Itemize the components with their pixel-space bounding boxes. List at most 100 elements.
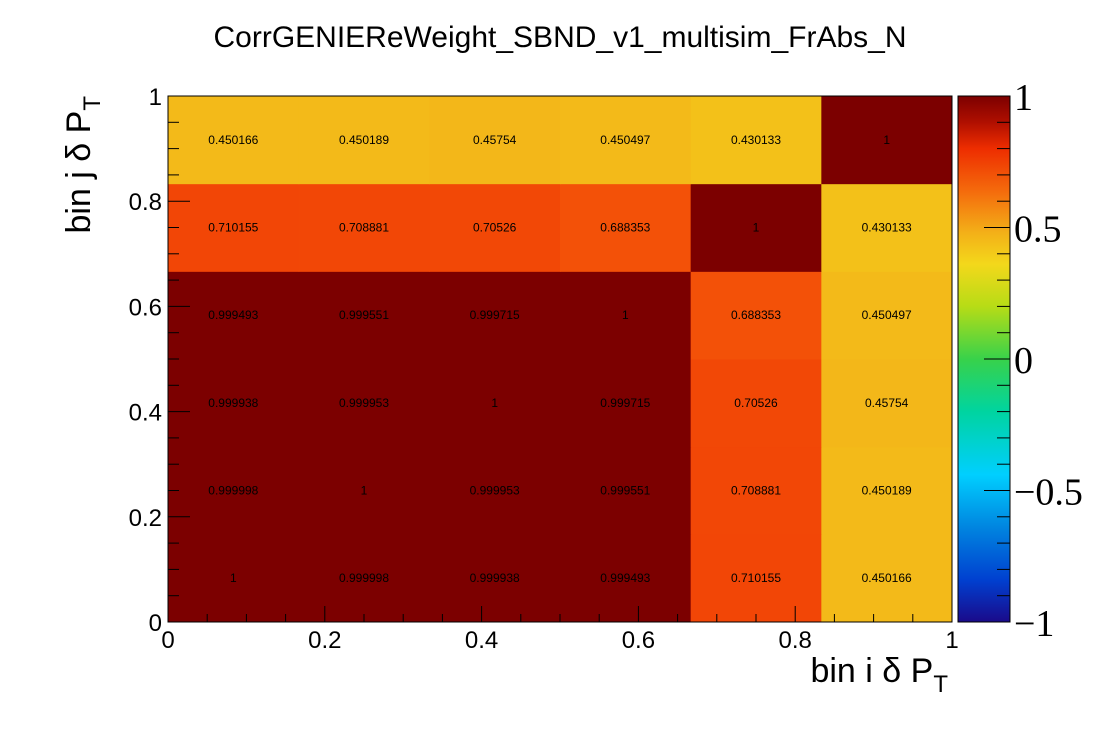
heatmap-cell [690, 359, 822, 448]
cell-value-label: 0.450189 [339, 133, 389, 147]
heatmap-cell [690, 271, 822, 360]
y-axis-tick-label: 0.8 [129, 189, 162, 216]
x-axis-tick-label: 0.6 [622, 627, 655, 654]
cell-value-label: 1 [622, 308, 629, 322]
heatmap-cell [821, 359, 953, 448]
x-axis-tick-label: 0.2 [308, 627, 341, 654]
heatmap-cell [298, 359, 430, 448]
color-bar-tick-label: 0.5 [1014, 209, 1062, 251]
cell-value-label: 0.708881 [339, 221, 389, 235]
x-axis-label: bin i δ PT [810, 652, 948, 698]
heatmap-cell [821, 183, 953, 272]
heatmap-cell [168, 534, 300, 623]
color-bar-axis: 1 0.5 0 −0.5 −1 [984, 77, 1083, 645]
cell-value-label: 0.999493 [208, 308, 258, 322]
color-bar-tick-label: −0.5 [1014, 472, 1083, 514]
heatmap-cell [168, 271, 300, 360]
heatmap-cell [821, 534, 953, 623]
cell-value-label: 0.70526 [473, 221, 517, 235]
heatmap-cell [560, 359, 692, 448]
y-axis-tick-label: 0.4 [129, 400, 162, 427]
heatmap-cell [560, 183, 692, 272]
heatmap-cells [168, 96, 953, 623]
cell-value-label: 0.999953 [470, 484, 520, 498]
cell-value-label: 1 [883, 133, 890, 147]
cell-value-label: 0.999715 [470, 308, 520, 322]
heatmap-cell-labels: 1 0.999998 0.999938 0.999493 0.710155 0.45016… [208, 133, 912, 585]
cell-value-label: 0.710155 [208, 221, 258, 235]
cell-value-label: 0.430133 [731, 133, 781, 147]
cell-value-label: 0.45754 [865, 396, 909, 410]
cell-value-label: 0.450189 [862, 484, 912, 498]
heatmap-cell [298, 446, 430, 535]
cell-value-label: 0.450497 [862, 308, 912, 322]
y-axis-tick-label: 1 [149, 84, 162, 111]
y-axis-label: bin j δ PT [60, 96, 106, 234]
color-bar-tick-label: 0 [1014, 340, 1033, 382]
cell-value-label: 0.999938 [208, 396, 258, 410]
heatmap-cell [429, 359, 561, 448]
heatmap-cell [690, 183, 822, 272]
cell-value-label: 1 [491, 396, 498, 410]
color-bar-tick-label: −1 [1014, 603, 1054, 645]
cell-value-label: 0.70526 [734, 396, 778, 410]
cell-value-label: 0.45754 [473, 133, 517, 147]
cell-value-label: 0.430133 [862, 221, 912, 235]
cell-value-label: 0.999953 [339, 396, 389, 410]
cell-value-label: 0.710155 [731, 571, 781, 585]
heatmap-cell [821, 446, 953, 535]
heatmap-cell [429, 183, 561, 272]
cell-value-label: 0.999715 [600, 396, 650, 410]
x-axis-label-subscript: T [933, 671, 948, 698]
heatmap-cell [690, 96, 822, 185]
x-axis-label-main: bin i δ P [810, 652, 933, 690]
heatmap-cell [429, 271, 561, 360]
heatmap-cell [429, 96, 561, 185]
cell-value-label: 0.450497 [600, 133, 650, 147]
y-axis: 0 0.2 0.4 0.6 0.8 1 [129, 84, 190, 637]
heatmap-cell [560, 96, 692, 185]
x-axis-tick-label: 0.4 [465, 627, 498, 654]
cell-value-label: 0.688353 [600, 221, 650, 235]
heatmap-cell [298, 96, 430, 185]
cell-value-label: 0.708881 [731, 484, 781, 498]
heatmap-cell [690, 446, 822, 535]
chart-title: CorrGENIEReWeight_SBND_v1_multisim_FrAbs… [214, 21, 907, 54]
x-axis-tick-label: 0.8 [779, 627, 812, 654]
cell-value-label: 0.450166 [862, 571, 912, 585]
x-axis-tick-label: 0 [161, 627, 174, 654]
cell-value-label: 0.688353 [731, 308, 781, 322]
heatmap-cell [690, 534, 822, 623]
y-axis-label-subscript: T [79, 96, 106, 111]
x-axis: 0 0.2 0.4 0.6 0.8 1 [161, 606, 959, 654]
cell-value-label: 0.999551 [339, 308, 389, 322]
y-axis-tick-label: 0.6 [129, 294, 162, 321]
heatmap-cell [560, 534, 692, 623]
heatmap-cell [560, 446, 692, 535]
cell-value-label: 0.450166 [208, 133, 258, 147]
color-bar-tick-label: 1 [1014, 77, 1033, 119]
cell-value-label: 1 [361, 484, 368, 498]
heatmap-cell [168, 183, 300, 272]
heatmap-cell [821, 96, 953, 185]
cell-value-label: 0.999551 [600, 484, 650, 498]
y-axis-tick-label: 0.2 [129, 505, 162, 532]
heatmap-cell [429, 446, 561, 535]
heatmap-cell [168, 446, 300, 535]
cell-value-label: 0.999998 [339, 571, 389, 585]
cell-value-label: 1 [753, 221, 760, 235]
heatmap-cell [429, 534, 561, 623]
cell-value-label: 0.999493 [600, 571, 650, 585]
heatmap-cell [298, 271, 430, 360]
cell-value-label: 0.999938 [470, 571, 520, 585]
heatmap-cell [821, 271, 953, 360]
heatmap-cell [560, 271, 692, 360]
heatmap-cell [168, 359, 300, 448]
y-axis-tick-label: 0 [149, 610, 162, 637]
heatmap-cell [168, 96, 300, 185]
cell-value-label: 0.999998 [208, 484, 258, 498]
heatmap-cell [298, 534, 430, 623]
y-axis-label-main: bin j δ P [60, 111, 98, 234]
cell-value-label: 1 [230, 571, 237, 585]
